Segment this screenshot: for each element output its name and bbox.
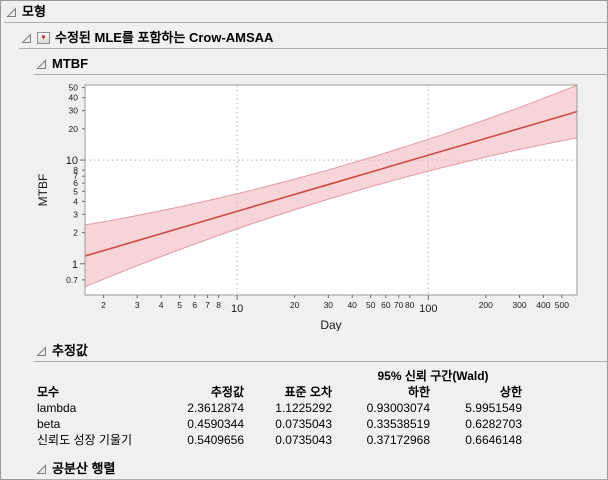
confidence-band [85, 85, 577, 287]
table-row: 신뢰도 성장 기울기 0.5409656 0.0735043 0.3717296… [31, 432, 528, 448]
ci-header-row: 95% 신뢰 구간(Wald) [31, 368, 528, 384]
outline-header-covariance[interactable]: 공분산 행렬 [34, 458, 607, 480]
x-tick-label: 2 [101, 300, 106, 310]
estimates-section-title: 추정값 [52, 343, 88, 358]
x-tick-label: 10 [231, 303, 243, 315]
outline-header-model-root[interactable]: 모형 [4, 1, 607, 23]
stderr-cell: 1.1225292 [275, 401, 332, 415]
y-tick-label: 5 [73, 186, 78, 196]
lower-cell: 0.93003074 [366, 401, 430, 415]
col-header-upper: 상한 [499, 385, 522, 399]
x-tick-label: 5 [177, 300, 182, 310]
ci-header: 95% 신뢰 구간(Wald) [377, 369, 489, 383]
x-tick-label: 6 [192, 300, 197, 310]
mtbf-fit-line [85, 110, 577, 257]
mtbf-plot[interactable]: 2 3 4 5 6 7 8 10 20 30 40 50 60 70 80 100 200 300 400 5000.… [5, 79, 595, 332]
col-header-param: 모수 [37, 385, 60, 399]
lower-cell: 0.33538519 [366, 417, 430, 431]
y-axis-label: MTBF [36, 174, 50, 207]
mtbf-chart-container: 2 3 4 5 6 7 8 10 20 30 40 50 60 70 80 100 200 300 400 500 0.… [5, 79, 607, 336]
outline-header-mtbf[interactable]: MTBF [34, 53, 607, 75]
upper-cell: 5.9951549 [465, 401, 522, 415]
x-tick-label: 300 [512, 300, 526, 310]
y-tick-label: 0.7 [66, 275, 78, 285]
y-tick-label: 4 [73, 196, 78, 206]
y-tick-label: 2 [73, 228, 78, 238]
param-cell: beta [37, 417, 61, 431]
col-header-estimate: 추정값 [210, 385, 244, 399]
y-tick-label: 10 [66, 155, 78, 167]
estimate-cell: 0.5409656 [187, 433, 244, 447]
x-tick-label: 80 [405, 300, 415, 310]
estimate-cell: 0.4590344 [187, 417, 244, 431]
x-tick-label: 200 [479, 300, 493, 310]
param-cell: lambda [37, 401, 77, 415]
x-tick-label: 4 [159, 300, 164, 310]
mtbf-section-title: MTBF [52, 56, 89, 71]
x-tick-label: 8 [216, 300, 221, 310]
x-tick-label: 100 [419, 303, 437, 315]
y-tick-label: 6 [73, 178, 78, 188]
x-tick-label: 30 [324, 300, 334, 310]
root-title: 모형 [22, 4, 46, 19]
x-tick-label: 40 [347, 300, 357, 310]
upper-cell: 0.6282703 [465, 417, 522, 431]
covariance-section-title: 공분산 행렬 [52, 461, 116, 476]
stderr-cell: 0.0735043 [275, 433, 332, 447]
y-tick-label: 7 [73, 171, 78, 181]
x-tick-label: 60 [381, 300, 391, 310]
y-tick-label: 3 [73, 209, 78, 219]
plot-frame [84, 84, 578, 296]
estimates-table-container: 95% 신뢰 구간(Wald) 모수 추정값 표준 오차 하한 상한 lambd… [31, 368, 607, 448]
column-header-row: 모수 추정값 표준 오차 하한 상한 [31, 384, 528, 400]
confidence-band-lower-edge [85, 137, 577, 288]
y-tick-label: 8 [73, 165, 78, 175]
param-cell: 신뢰도 성장 기울기 [37, 433, 132, 447]
x-axis-label: Day [320, 318, 341, 331]
lower-cell: 0.37172968 [366, 433, 430, 447]
disclosure-triangle-icon[interactable] [36, 58, 47, 70]
disclosure-triangle-icon[interactable] [6, 6, 17, 18]
x-tick-label: 20 [290, 300, 300, 310]
red-triangle-glyph: ▼ [40, 34, 47, 41]
y-tick-label: 30 [69, 106, 79, 116]
col-header-stderr: 표준 오차 [284, 385, 333, 399]
y-tick-label: 1 [72, 259, 78, 271]
table-row: beta 0.4590344 0.0735043 0.33538519 0.62… [31, 416, 528, 432]
x-tick-label: 70 [394, 300, 404, 310]
y-tick-label: 40 [69, 93, 79, 103]
crow-amsaa-title: 수정된 MLE를 포함하는 Crow-AMSAA [55, 30, 274, 45]
disclosure-triangle-icon[interactable] [21, 32, 32, 44]
red-triangle-menu-icon[interactable]: ▼ [37, 32, 50, 44]
upper-cell: 0.6646148 [465, 433, 522, 447]
disclosure-triangle-icon[interactable] [36, 463, 47, 475]
table-row: lambda 2.3612874 1.1225292 0.93003074 5.… [31, 400, 528, 416]
col-header-lower: 하한 [407, 385, 430, 399]
confidence-band-upper-edge [85, 85, 577, 226]
stderr-cell: 0.0735043 [275, 417, 332, 431]
estimate-cell: 2.3612874 [187, 401, 244, 415]
estimates-table: 95% 신뢰 구간(Wald) 모수 추정값 표준 오차 하한 상한 lambd… [31, 368, 528, 448]
x-tick-label: 3 [135, 300, 140, 310]
outline-header-estimates[interactable]: 추정값 [34, 340, 607, 362]
x-tick-label: 500 [555, 300, 569, 310]
y-tick-label: 50 [69, 83, 79, 93]
y-tick-label: 20 [69, 124, 79, 134]
x-tick-label: 50 [366, 300, 376, 310]
outline-header-crow-amsaa[interactable]: ▼ 수정된 MLE를 포함하는 Crow-AMSAA [19, 27, 607, 49]
x-tick-label: 400 [536, 300, 550, 310]
disclosure-triangle-icon[interactable] [36, 345, 47, 357]
x-tick-label: 7 [205, 300, 210, 310]
